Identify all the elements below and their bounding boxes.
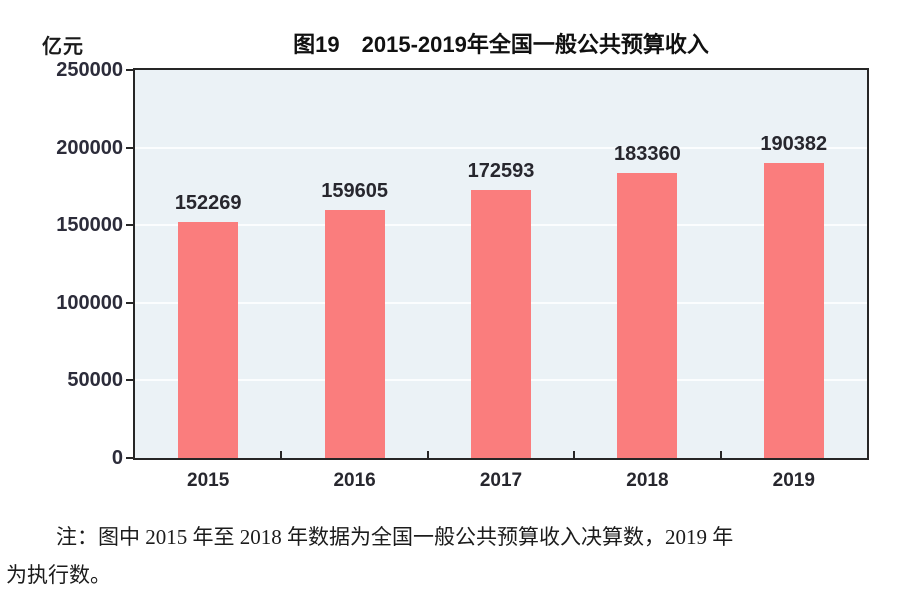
x-tick-mark — [426, 451, 429, 458]
y-tick-mark — [126, 379, 133, 382]
footnote: 注：图中 2015 年至 2018 年数据为全国一般公共预算收入决算数，2019… — [6, 518, 892, 594]
bar — [763, 162, 824, 458]
y-tick-mark — [126, 457, 133, 459]
bar-value-label: 152269 — [174, 191, 242, 214]
bar-value-label: 172593 — [467, 160, 535, 183]
footnote-line-2: 为执行数。 — [6, 563, 111, 587]
x-tick-label: 2017 — [479, 470, 523, 491]
x-tick-mark — [719, 451, 722, 458]
y-axis-unit-label: 亿元 — [42, 36, 84, 58]
footnote-line-1: 注：图中 2015 年至 2018 年数据为全国一般公共预算收入决算数，2019… — [56, 525, 734, 549]
y-tick-label: 50000 — [67, 369, 123, 392]
x-tick-label: 2018 — [626, 470, 669, 491]
x-tick-mark — [573, 451, 576, 458]
y-tick-label: 250000 — [56, 59, 123, 81]
bar — [617, 173, 678, 458]
gridline — [135, 146, 867, 149]
x-tick-label: 2015 — [187, 470, 230, 491]
y-tick-label: 150000 — [56, 214, 123, 237]
y-tick-label: 200000 — [56, 136, 123, 159]
bar-value-label: 183360 — [614, 143, 681, 166]
y-tick-label: 100000 — [56, 291, 123, 314]
y-tick-mark — [126, 69, 133, 71]
y-tick-label: 0 — [111, 447, 123, 469]
x-tick-mark — [280, 451, 283, 458]
plot-area: 152269 159605 172593 183360 190382 — [133, 68, 869, 460]
bar — [471, 190, 531, 458]
y-tick-mark — [126, 146, 133, 149]
x-tick-label: 2019 — [772, 470, 815, 491]
y-tick-mark — [126, 224, 133, 227]
bar — [324, 210, 385, 458]
bar-value-label: 190382 — [760, 132, 828, 155]
x-tick-label: 2016 — [333, 470, 376, 491]
bar-value-label: 159605 — [321, 180, 388, 203]
bar — [178, 221, 239, 458]
y-tick-mark — [126, 301, 133, 304]
chart-title: 图19 2015-2019年全国一般公共预算收入 — [293, 32, 709, 57]
